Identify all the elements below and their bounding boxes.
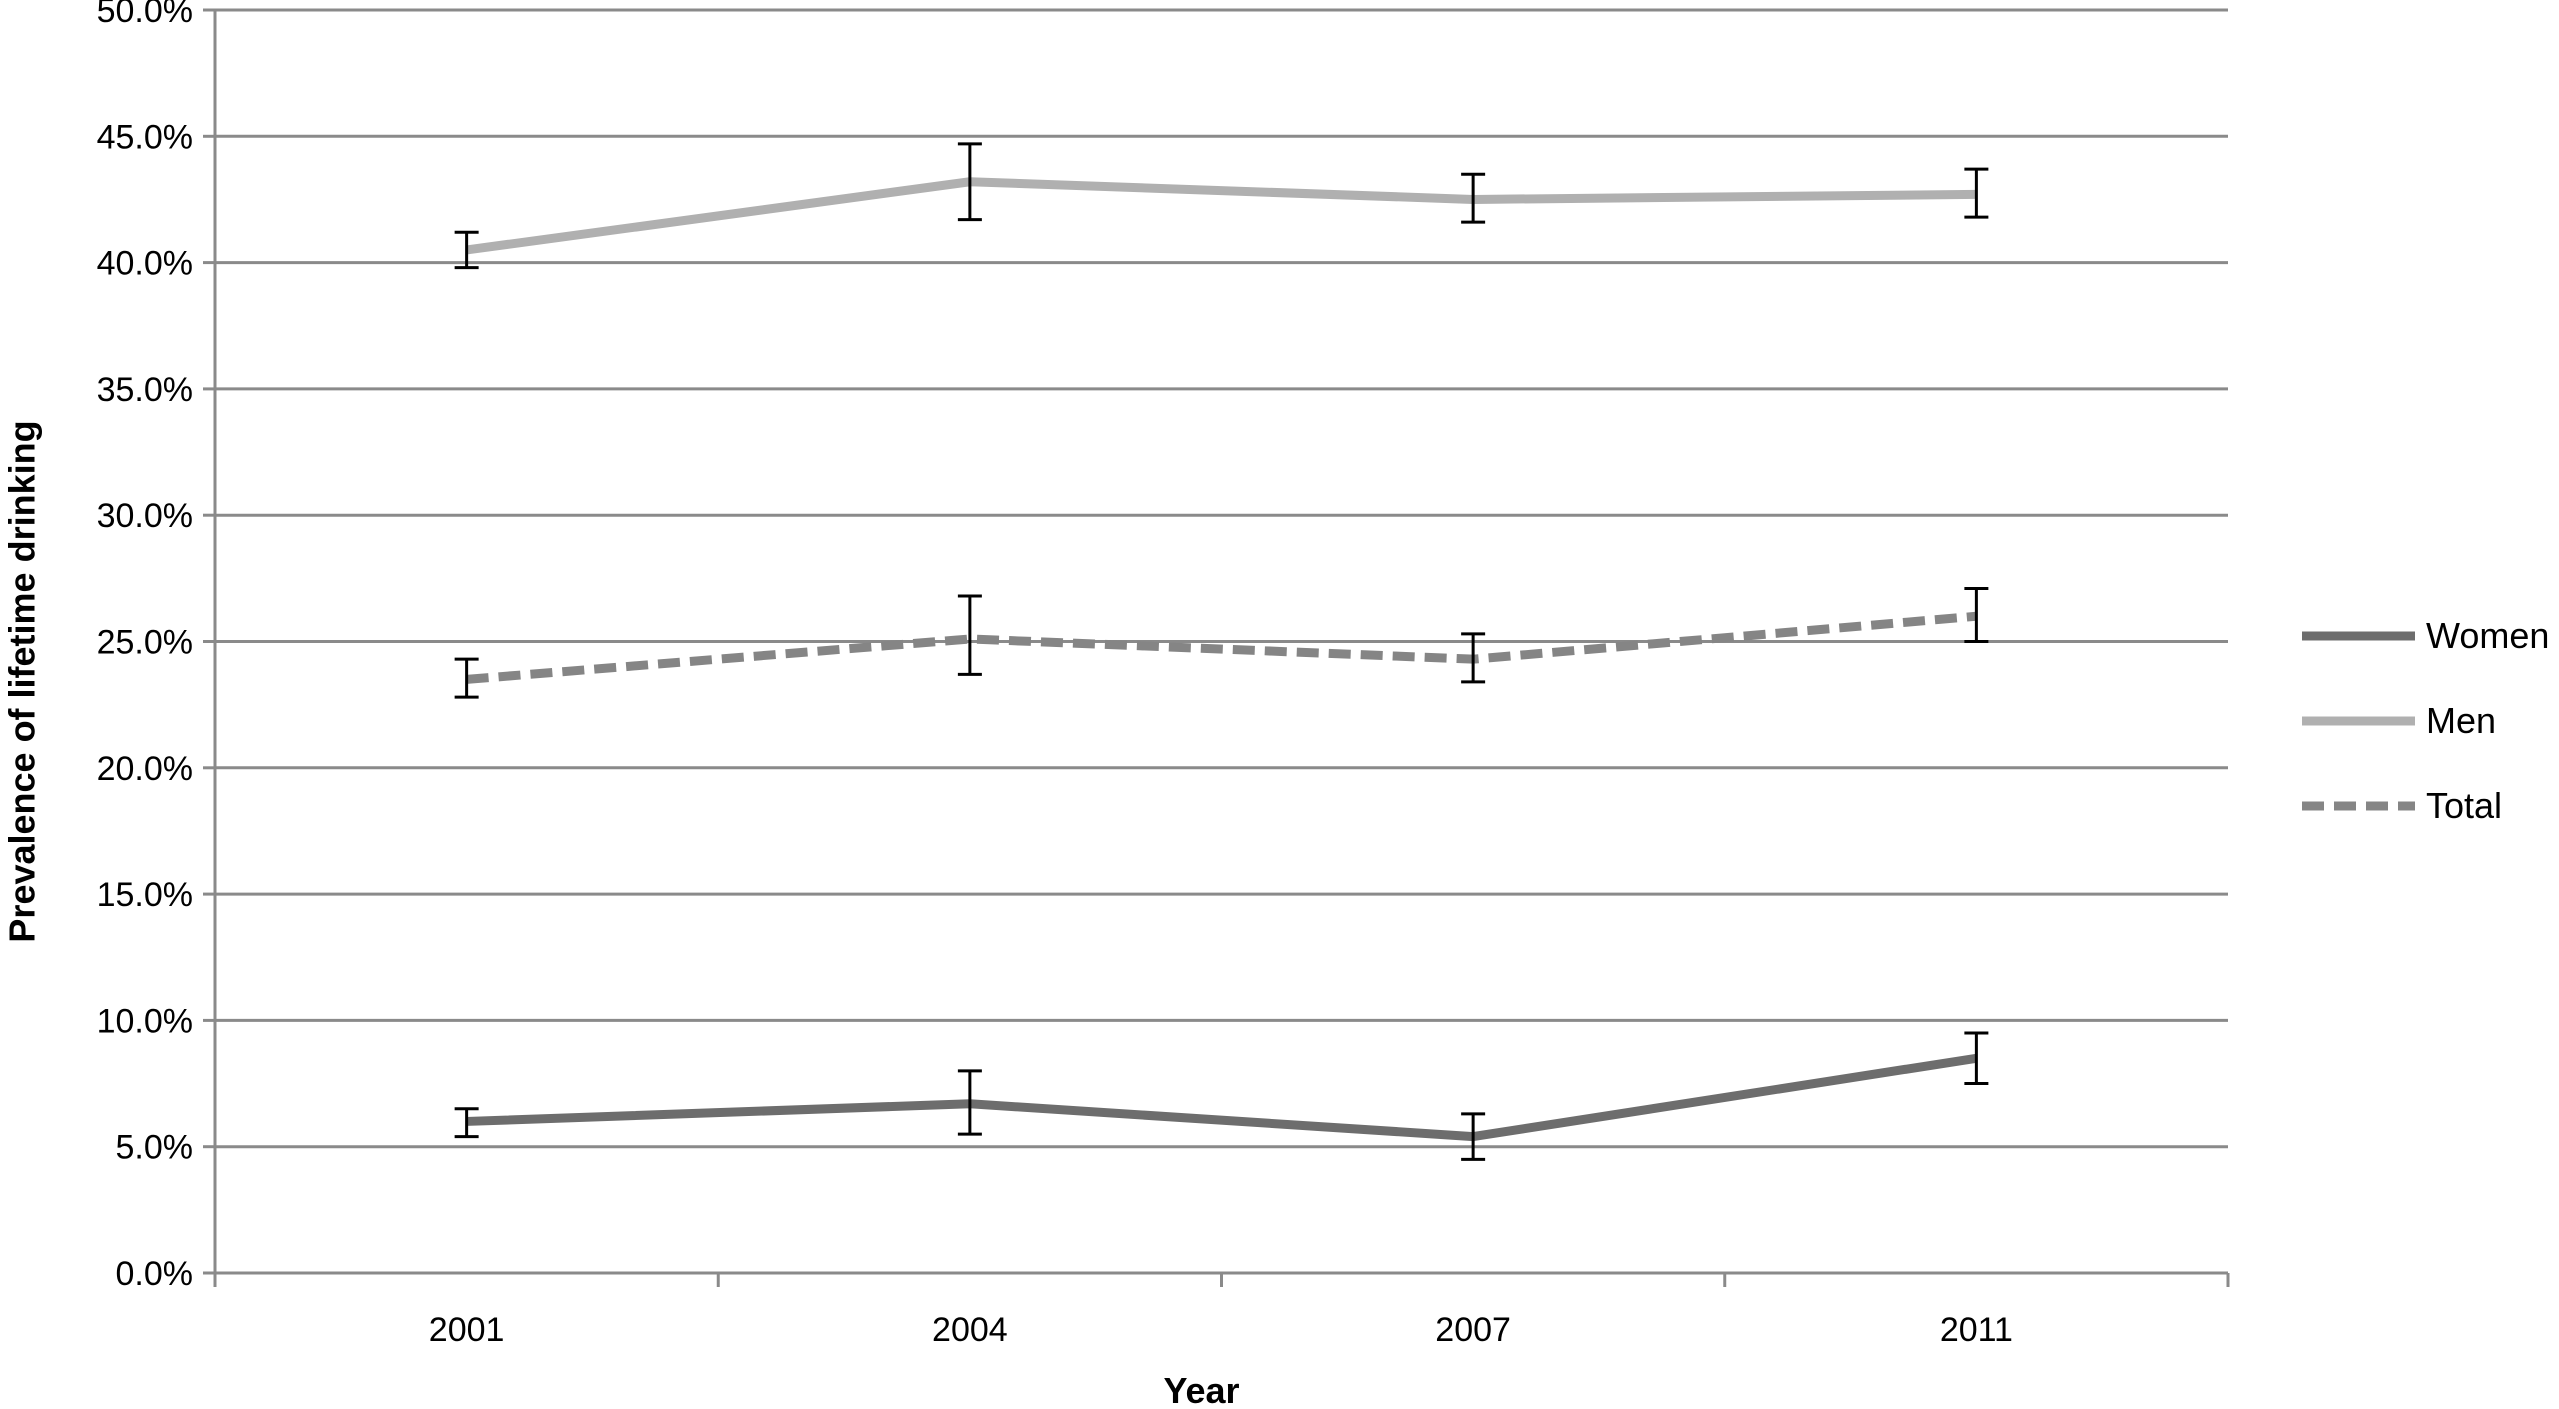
x-axis-ticks: 2001 2004 2007 2011 [213, 1273, 2230, 1349]
error-bar-men [1964, 167, 1989, 219]
error-bars [454, 142, 1989, 1161]
y-tick-label: 35.0% [97, 371, 193, 409]
y-tick-label: 10.0% [97, 1002, 193, 1040]
series-line-women [466, 1053, 1978, 1142]
series-line-total [466, 611, 1977, 684]
error-bar-men [454, 230, 479, 270]
y-tick-label: 5.0% [116, 1129, 194, 1167]
legend-label: Men [2426, 700, 2496, 741]
legend-item-women: Women [2302, 615, 2549, 656]
legend-item-total: Total [2302, 785, 2502, 826]
error-bar-men [957, 142, 982, 222]
error-bar-women [1964, 1031, 1989, 1086]
x-tick-label: 2011 [1940, 1311, 2013, 1349]
y-tick-label: 0.0% [116, 1255, 194, 1293]
y-tick-label: 25.0% [97, 624, 193, 662]
series-line-men [466, 177, 1977, 255]
error-bar-women [1461, 1112, 1486, 1161]
series-layer [466, 177, 1978, 1142]
error-bar-women [957, 1069, 982, 1136]
y-axis-title: Prevalence of lifetime drinking [2, 420, 43, 942]
x-tick-label: 2001 [429, 1311, 505, 1349]
y-tick-label: 15.0% [97, 876, 193, 914]
y-tick-label: 50.0% [97, 0, 193, 30]
legend-label: Total [2426, 785, 2502, 826]
error-bar-total [957, 594, 982, 676]
error-bar-men [1461, 172, 1486, 224]
error-bar-total [1461, 632, 1486, 684]
y-tick-label: 45.0% [97, 118, 193, 156]
legend: Women Men Total [2302, 615, 2549, 826]
y-axis-ticks: 0.0% 5.0% 10.0% 15.0% 20.0% 25.0% 30.0% 35.0% 40… [97, 0, 215, 1293]
error-bar-total [1964, 586, 1989, 643]
x-tick-label: 2007 [1435, 1311, 1511, 1349]
y-tick-label: 40.0% [97, 245, 193, 283]
gridlines [215, 8, 2228, 1149]
x-axis-title: Year [1163, 1370, 1239, 1409]
x-tick-label: 2004 [932, 1311, 1008, 1349]
y-tick-label: 30.0% [97, 497, 193, 535]
legend-label: Women [2426, 615, 2549, 656]
legend-item-men: Men [2302, 700, 2496, 741]
y-tick-label: 20.0% [97, 750, 193, 788]
error-bar-total [454, 657, 479, 699]
error-bar-women [454, 1107, 479, 1139]
